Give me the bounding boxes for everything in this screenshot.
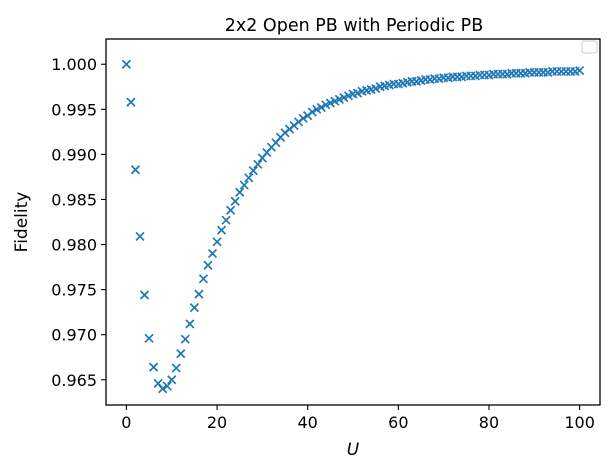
x-axis-ticks: 0 20 40 60 80 100	[121, 405, 595, 432]
data-point	[126, 97, 136, 107]
data-point	[235, 187, 245, 197]
data-point	[230, 196, 240, 206]
data-point	[307, 107, 317, 117]
data-point	[239, 180, 249, 190]
x-tick-label: 0	[121, 413, 131, 432]
y-tick-label: 0.970	[51, 326, 97, 345]
x-tick-label: 60	[388, 413, 408, 432]
legend-box	[581, 40, 598, 54]
data-point	[244, 173, 254, 183]
data-points	[121, 59, 585, 394]
data-point	[121, 59, 131, 69]
data-point	[135, 231, 145, 242]
data-point	[575, 65, 585, 76]
x-tick-label: 40	[297, 413, 317, 432]
data-point	[226, 205, 236, 215]
data-point	[194, 289, 204, 299]
x-tick-label: 80	[479, 413, 499, 432]
data-point	[253, 159, 263, 169]
data-point	[298, 113, 308, 123]
data-point	[139, 290, 150, 300]
data-point	[167, 375, 177, 385]
data-point	[185, 319, 195, 329]
data-point	[198, 274, 209, 284]
x-axis-label: U	[347, 440, 360, 460]
y-tick-label: 0.975	[51, 281, 97, 300]
data-point	[216, 225, 227, 235]
y-axis-ticks: 0.965 0.970 0.975 0.980 0.985 0.990 0.995 1.000	[51, 55, 106, 390]
x-tick-label: 20	[207, 413, 227, 432]
data-point	[203, 260, 213, 270]
y-tick-label: 0.965	[51, 371, 97, 390]
data-point	[212, 237, 222, 247]
data-point	[221, 215, 231, 225]
data-point	[207, 248, 218, 259]
y-tick-label: 0.985	[51, 190, 97, 209]
y-tick-label: 0.990	[51, 145, 97, 164]
data-point	[316, 102, 326, 113]
data-point	[180, 334, 190, 344]
plot-frame	[105, 38, 601, 406]
data-point	[144, 333, 154, 343]
data-point	[130, 165, 141, 175]
data-point	[189, 303, 199, 313]
y-axis-label: Fidelity	[12, 192, 32, 253]
data-point	[148, 362, 159, 372]
y-tick-label: 0.980	[51, 236, 97, 255]
chart-title: 2x2 Open PB with Periodic PB	[225, 16, 483, 36]
data-point	[248, 166, 258, 176]
y-tick-label: 0.995	[51, 100, 97, 119]
y-tick-label: 1.000	[51, 55, 97, 74]
data-point	[158, 384, 168, 394]
x-tick-label: 100	[564, 413, 595, 432]
data-point	[171, 363, 181, 373]
data-point	[176, 349, 186, 359]
data-point	[162, 381, 172, 391]
